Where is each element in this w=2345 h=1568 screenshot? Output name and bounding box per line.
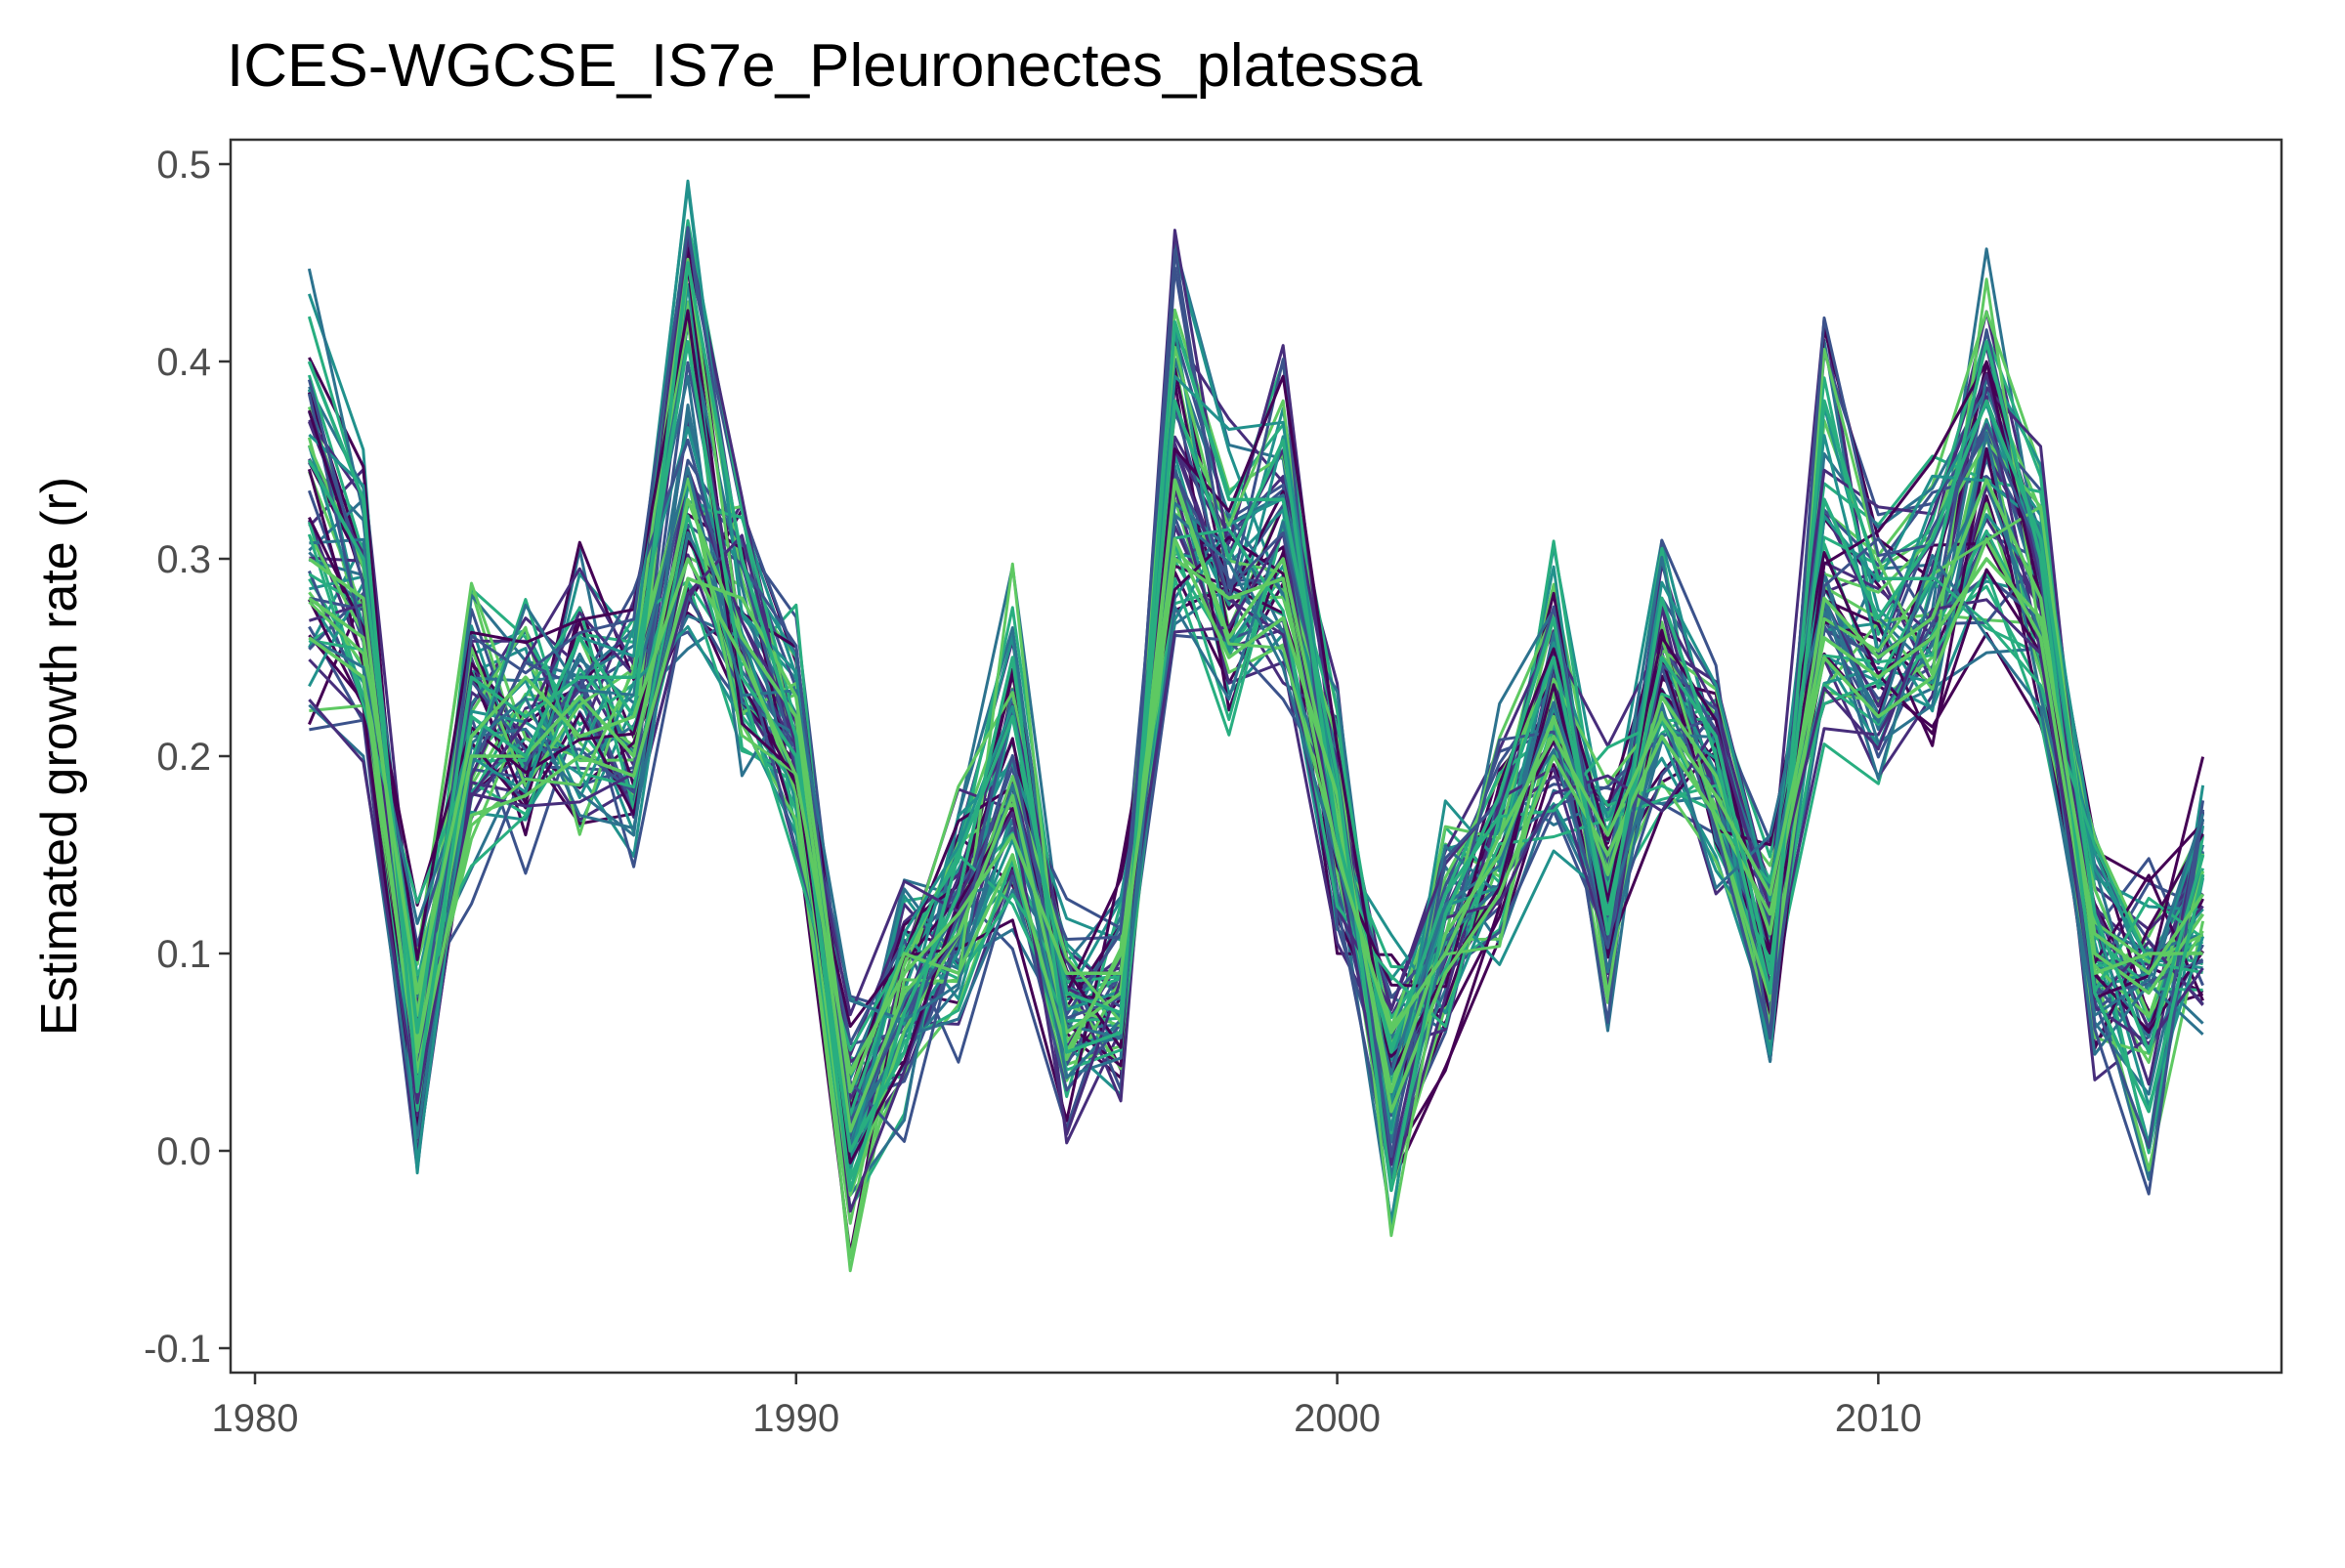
y-tick-label: 0.3	[156, 538, 211, 581]
chart-title: ICES-WGCSE_IS7e_Pleuronectes_platessa	[227, 32, 1423, 100]
series-line	[308, 481, 2204, 1178]
y-axis: -0.1 0.0 0.1 0.2 0.3 0.4 0.5	[144, 144, 231, 1371]
series-line	[308, 477, 2204, 1197]
series-line	[307, 514, 2203, 1052]
y-tick-label: 0.0	[156, 1130, 211, 1173]
series-line	[307, 327, 2205, 1169]
y-tick-label: -0.1	[144, 1328, 211, 1371]
series-line	[307, 219, 2205, 1161]
x-tick-label: 1980	[212, 1397, 299, 1440]
y-tick-label: 0.5	[156, 144, 211, 187]
y-axis-label: Estimated growth rate (r)	[31, 477, 88, 1036]
y-tick-label: 0.1	[156, 933, 211, 976]
series-line	[308, 531, 2204, 1166]
series-line	[307, 226, 2205, 1196]
x-tick-label: 2010	[1835, 1397, 1922, 1440]
series-layer	[307, 179, 2205, 1273]
series-line	[308, 537, 2203, 1114]
series-line	[309, 403, 2204, 1135]
series-line	[308, 557, 2205, 1074]
series-line	[308, 179, 2205, 1166]
series-line	[309, 487, 2204, 1057]
x-tick-label: 1990	[752, 1397, 839, 1440]
series-line	[308, 478, 2205, 1133]
series-line	[307, 261, 2205, 1193]
series-line	[308, 466, 2205, 1076]
x-tick-label: 2000	[1294, 1397, 1381, 1440]
y-tick-label: 0.4	[156, 341, 211, 384]
y-tick-label: 0.2	[156, 736, 211, 779]
series-line	[308, 554, 2204, 1118]
series-line	[307, 309, 2205, 1165]
x-axis: 1980 1990 2000 2010	[212, 1373, 1922, 1440]
